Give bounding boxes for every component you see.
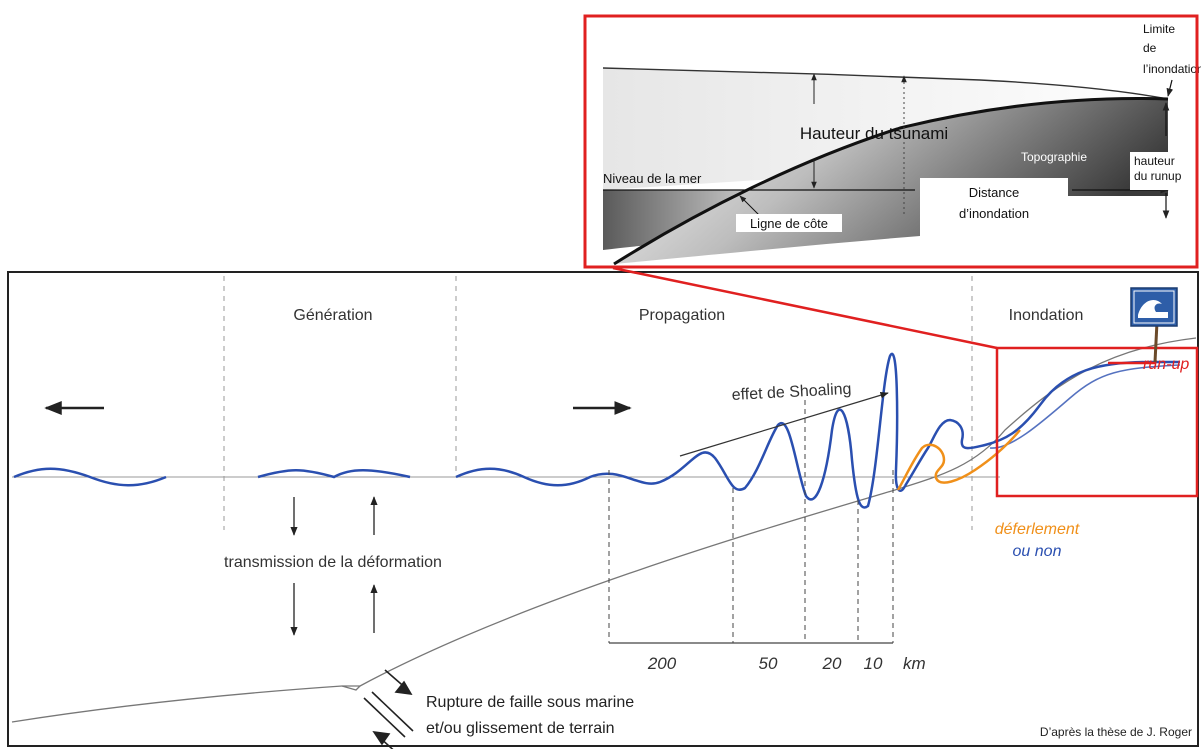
wave-propagation: [455, 352, 907, 509]
wave-inundation: [903, 360, 1180, 487]
tsunami-warning-sign-icon: [1130, 287, 1178, 363]
fault-rupture-label-line1: Rupture de faille sous marine: [426, 694, 634, 711]
inundation-limit-label-1: Limite: [1143, 22, 1175, 36]
fault-rupture-label-line2: et/ou glissement de terrain: [426, 720, 615, 737]
inundation-distance-label-2: d’inondation: [959, 206, 1029, 221]
seafloor-profile: [11, 337, 1197, 723]
runup-height-label-1: hauteur: [1134, 154, 1175, 168]
phase-title-generation: Génération: [293, 307, 372, 324]
inundation-distance-label-1: Distance: [969, 185, 1020, 200]
wave-generation: [257, 469, 411, 479]
zoom-line: [612, 266, 998, 350]
inundation-highlight-box: [995, 346, 1199, 498]
phase-title-inundation: Inondation: [1009, 307, 1084, 324]
depth-label-200: 200: [647, 654, 677, 673]
tsunami-surface: [602, 67, 1169, 100]
run-up-label: run-up: [1143, 356, 1189, 373]
depth-unit: km: [903, 654, 926, 673]
breaking-wave: [896, 429, 1021, 491]
depth-scale: [608, 400, 894, 644]
or-not-label: ou non: [1013, 543, 1062, 560]
depth-label-50: 50: [759, 654, 778, 673]
inset-frame: [583, 14, 1199, 269]
shoaling-arrow: [679, 391, 889, 457]
phase-title-propagation: Propagation: [639, 307, 725, 324]
depth-label-10: 10: [864, 654, 883, 673]
wave-left: [13, 467, 167, 487]
topography-label: Topographie: [1021, 150, 1087, 164]
depth-label-20: 20: [822, 654, 842, 673]
main-panel: Génération Propagation Inondation transm…: [7, 266, 1199, 749]
tsunami-body: [603, 68, 1168, 190]
inundation-limit-label-2: de: [1143, 41, 1157, 55]
fault-arrows: [363, 669, 414, 749]
credit-text: D’après la thèse de J. Roger: [1040, 725, 1192, 739]
coastline-label: Ligne de côte: [750, 216, 828, 231]
deformation-label: transmission de la déformation: [224, 554, 442, 571]
runup-height-label-2: du runup: [1134, 169, 1182, 183]
main-frame: [7, 271, 1199, 747]
inset-panel: Hauteur du tsunami Topographie Niveau de…: [583, 14, 1201, 269]
inundation-limit-label-3: l’inondation: [1143, 62, 1201, 76]
shoaling-label: effet de Shoaling: [731, 381, 852, 404]
topography-line: [613, 96, 1169, 266]
wave-inundation-return: [989, 364, 1181, 449]
tsunami-height-label: Hauteur du tsunami: [800, 124, 948, 143]
breaking-label: déferlement: [995, 521, 1080, 538]
fault-step: [341, 685, 361, 691]
inundation-limit-arrow: [1166, 79, 1174, 97]
sea-level-label: Niveau de la mer: [603, 171, 702, 186]
